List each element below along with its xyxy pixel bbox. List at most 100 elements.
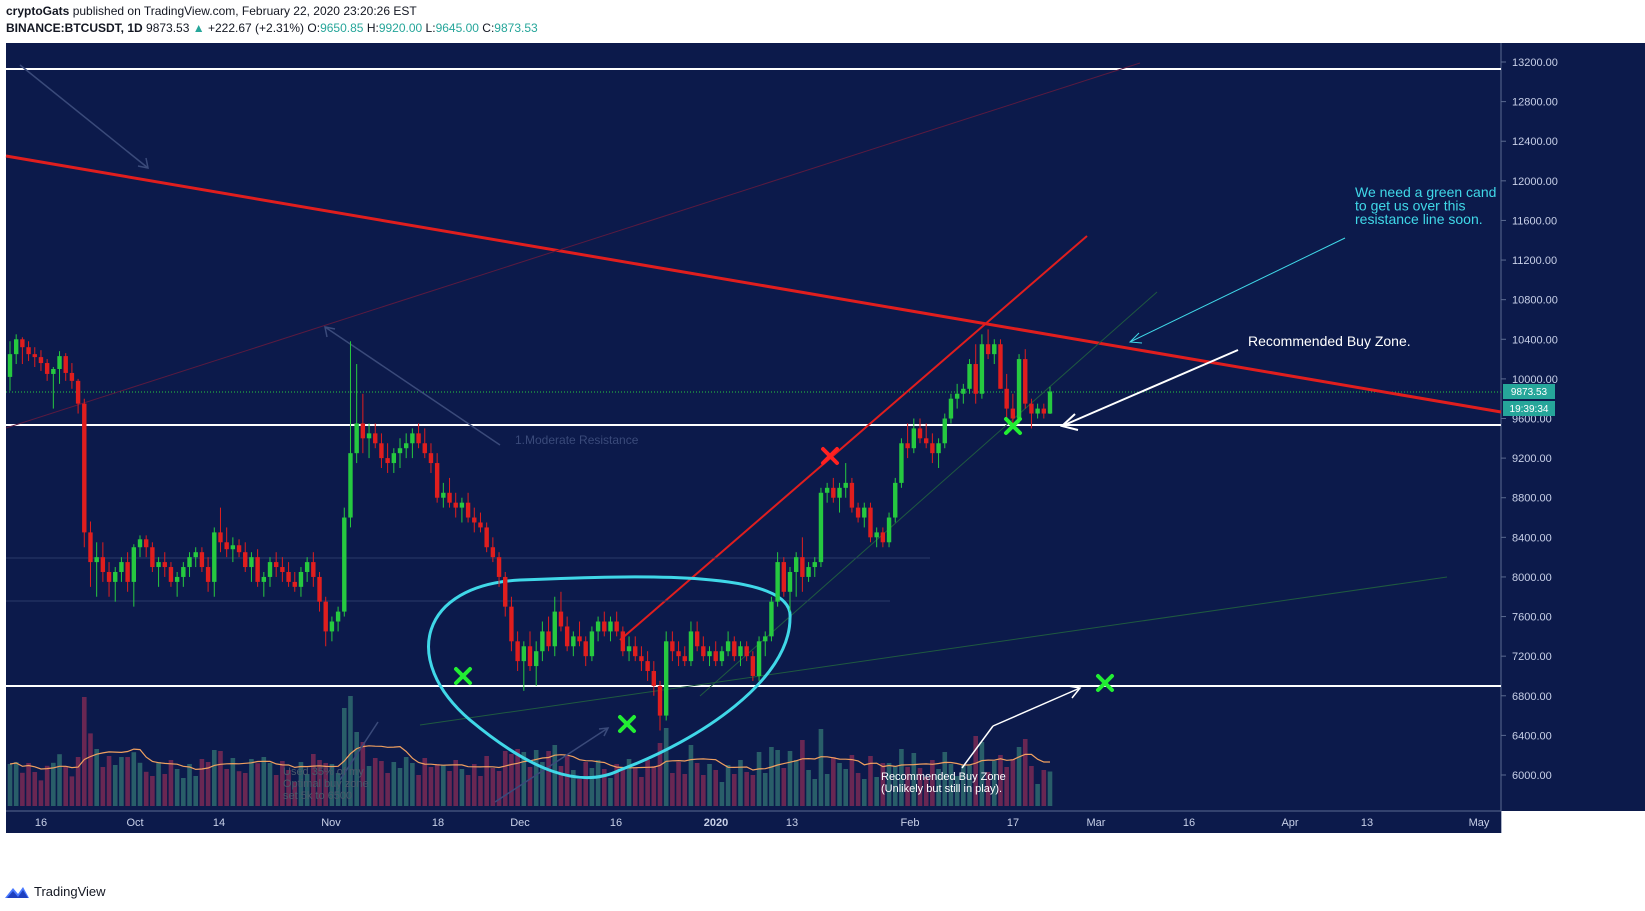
candle-body <box>602 621 607 632</box>
volume-bar <box>1022 739 1028 806</box>
volume-bar <box>923 777 929 806</box>
candle-body <box>119 562 124 572</box>
candle-body <box>187 557 192 568</box>
footer: TradingView <box>4 884 106 899</box>
markers <box>454 417 1114 733</box>
candle-body <box>174 576 180 582</box>
candle-body <box>44 363 50 374</box>
y-tick-label: 9200.00 <box>1512 453 1552 465</box>
candle-body <box>496 557 502 577</box>
volume-bar <box>589 768 595 806</box>
volume-bar <box>156 762 161 806</box>
volume-bar <box>701 775 706 806</box>
candle-body <box>886 517 892 543</box>
candle-body <box>750 656 756 676</box>
volume-bar <box>1035 784 1040 806</box>
candle-body <box>434 463 440 498</box>
candle-body <box>800 557 805 577</box>
volume-bar <box>94 749 99 806</box>
volume-bar <box>273 775 279 806</box>
candle-body <box>670 641 675 652</box>
candle-body <box>230 545 236 550</box>
price-scale[interactable] <box>1501 43 1645 811</box>
x-tick-label: Nov <box>321 817 341 829</box>
faint-trend-line <box>699 291 1158 697</box>
price-change: +222.67 (+2.31%) <box>207 21 305 35</box>
volume-bar <box>725 765 731 806</box>
volume-bar <box>781 768 787 806</box>
volume-bar <box>533 750 539 806</box>
volume-bar <box>645 760 650 806</box>
volume-bar <box>639 777 644 806</box>
candle-body <box>1010 408 1016 419</box>
candle-body <box>694 631 700 647</box>
volume-bar <box>100 767 106 806</box>
faint-arrow <box>339 721 379 781</box>
candle-body <box>453 502 458 508</box>
countdown-badge <box>1503 401 1555 416</box>
candle-body <box>540 631 545 652</box>
volume-bar <box>372 758 378 806</box>
author-name[interactable]: cryptoGats <box>6 4 70 18</box>
volume-bar <box>663 728 669 806</box>
candle-body <box>725 641 731 652</box>
volume-bar <box>552 745 558 806</box>
volume-bar <box>942 752 948 806</box>
candle-body <box>391 453 397 464</box>
candle-body <box>521 646 527 662</box>
volume-bar <box>112 765 118 806</box>
candle-body <box>905 443 910 449</box>
y-tick-label: 7600.00 <box>1512 612 1552 624</box>
candle-body <box>893 482 898 518</box>
volume-bar <box>236 771 242 806</box>
candle-body <box>156 562 161 568</box>
y-tick-label: 6000.00 <box>1512 770 1552 782</box>
volume-bar <box>292 782 298 806</box>
volume-bar <box>626 759 632 806</box>
candle-body <box>633 646 638 657</box>
volume-bar <box>601 769 607 806</box>
candle-body <box>564 626 570 647</box>
candle-body <box>292 581 297 587</box>
moderate-resistance-label: 1.Moderate Resistance <box>515 433 639 447</box>
y-tick-label: 8800.00 <box>1512 493 1552 505</box>
candle-body <box>428 453 434 464</box>
volume-bar <box>267 763 273 806</box>
volume-bar <box>88 733 93 806</box>
candle-body <box>614 621 619 632</box>
volume-bar <box>540 762 545 806</box>
volume-bar <box>571 770 576 806</box>
footer-brand[interactable]: TradingView <box>34 884 106 899</box>
candle-body <box>874 532 879 538</box>
last-price-label: 9873.53 <box>1511 387 1548 398</box>
candle-body <box>917 428 923 439</box>
plot-area[interactable] <box>6 43 1501 811</box>
candle-body <box>837 487 842 498</box>
candle-body <box>273 562 279 568</box>
candle-body <box>478 522 483 528</box>
time-scale[interactable] <box>6 811 1501 833</box>
volume-bar <box>874 777 879 806</box>
volume-bar <box>51 762 56 806</box>
low-value: 9645.00 <box>435 21 479 35</box>
volume-bar <box>311 754 316 806</box>
x-marker <box>821 447 839 465</box>
volume-bar <box>26 763 31 806</box>
x-tick-label: May <box>1469 817 1490 829</box>
volume-bar <box>750 775 756 806</box>
candle-body <box>459 502 465 508</box>
volume-bar <box>1010 759 1016 806</box>
tradingview-logo-icon[interactable] <box>4 885 30 899</box>
volume-bar <box>150 776 155 806</box>
x-tick-label: 13 <box>1361 817 1373 829</box>
candle-body <box>775 562 780 602</box>
candle-body <box>558 611 564 627</box>
volume-bar <box>397 768 403 806</box>
volume-bar <box>329 764 335 806</box>
last-price-badge <box>1503 384 1555 399</box>
x-tick-label: 2020 <box>704 817 728 829</box>
volume-bar <box>261 757 267 806</box>
candle-body <box>403 443 409 449</box>
volume-bar <box>595 760 601 806</box>
